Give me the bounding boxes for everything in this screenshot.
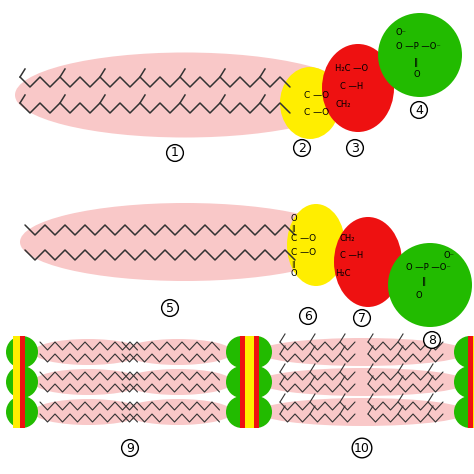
Text: CH₂: CH₂ [336, 100, 352, 109]
Bar [239, 366, 245, 398]
Ellipse shape [334, 217, 402, 307]
Bar [254, 366, 259, 398]
Bar [245, 366, 251, 398]
Circle shape [6, 336, 38, 368]
Bar [19, 336, 25, 368]
Bar [254, 336, 259, 368]
Bar [245, 396, 251, 428]
Text: O —P —O⁻: O —P —O⁻ [396, 42, 441, 51]
Ellipse shape [280, 67, 340, 139]
Text: ‖: ‖ [414, 57, 418, 66]
Bar [467, 396, 473, 428]
Bar [254, 396, 259, 428]
Circle shape [6, 366, 38, 398]
Bar [239, 396, 245, 428]
Bar [19, 396, 25, 428]
Bar [247, 336, 254, 368]
Bar [473, 366, 474, 398]
Circle shape [226, 336, 258, 368]
Circle shape [240, 336, 272, 368]
Circle shape [454, 336, 474, 368]
Bar [13, 396, 19, 428]
Ellipse shape [123, 339, 233, 365]
Ellipse shape [33, 399, 143, 425]
Text: 3: 3 [351, 142, 359, 155]
Text: CH₂: CH₂ [340, 234, 356, 243]
Text: 2: 2 [298, 142, 306, 155]
Text: C —O: C —O [291, 234, 316, 243]
Bar [19, 366, 25, 398]
Ellipse shape [258, 398, 468, 426]
Bar [467, 366, 473, 398]
Bar [13, 366, 19, 398]
Ellipse shape [15, 53, 355, 137]
Text: ‖: ‖ [291, 261, 294, 267]
Ellipse shape [123, 369, 233, 395]
Text: 9: 9 [126, 441, 134, 455]
Ellipse shape [287, 204, 345, 286]
Bar [247, 366, 254, 398]
Text: 6: 6 [304, 310, 312, 322]
Ellipse shape [33, 339, 143, 365]
Text: C —O: C —O [291, 247, 316, 256]
Bar [247, 396, 254, 428]
Ellipse shape [20, 203, 350, 281]
Bar [239, 336, 245, 368]
Ellipse shape [258, 338, 468, 366]
Ellipse shape [123, 399, 233, 425]
Text: 5: 5 [166, 301, 174, 315]
Text: 1: 1 [171, 146, 179, 159]
Text: O: O [414, 70, 420, 79]
Circle shape [6, 396, 38, 428]
Circle shape [240, 396, 272, 428]
Bar [473, 336, 474, 368]
Bar [467, 336, 473, 368]
Text: O —P —O⁻: O —P —O⁻ [406, 264, 451, 273]
Text: O⁻: O⁻ [444, 252, 455, 261]
Circle shape [454, 396, 474, 428]
Text: H₂C: H₂C [335, 270, 350, 279]
Circle shape [240, 366, 272, 398]
Text: 8: 8 [428, 334, 436, 346]
Text: 7: 7 [358, 311, 366, 325]
Text: 10: 10 [354, 441, 370, 455]
Text: O: O [291, 213, 298, 222]
Ellipse shape [322, 44, 394, 132]
Text: C —H: C —H [340, 252, 363, 261]
Circle shape [226, 366, 258, 398]
Text: O: O [416, 291, 423, 300]
Ellipse shape [33, 369, 143, 395]
Text: 4: 4 [415, 103, 423, 117]
Circle shape [454, 366, 474, 398]
Text: C —O: C —O [304, 91, 329, 100]
Text: C —H: C —H [340, 82, 363, 91]
Bar [245, 336, 251, 368]
Text: O⁻: O⁻ [396, 27, 407, 36]
Circle shape [388, 243, 472, 327]
Ellipse shape [258, 368, 468, 396]
Text: H₂C —O: H₂C —O [335, 64, 368, 73]
Text: C —O: C —O [304, 108, 329, 117]
Circle shape [378, 13, 462, 97]
Circle shape [226, 396, 258, 428]
Text: ‖: ‖ [422, 277, 426, 286]
Bar [473, 396, 474, 428]
Text: ‖: ‖ [291, 225, 294, 231]
Bar [13, 336, 19, 368]
Text: O: O [291, 270, 298, 279]
